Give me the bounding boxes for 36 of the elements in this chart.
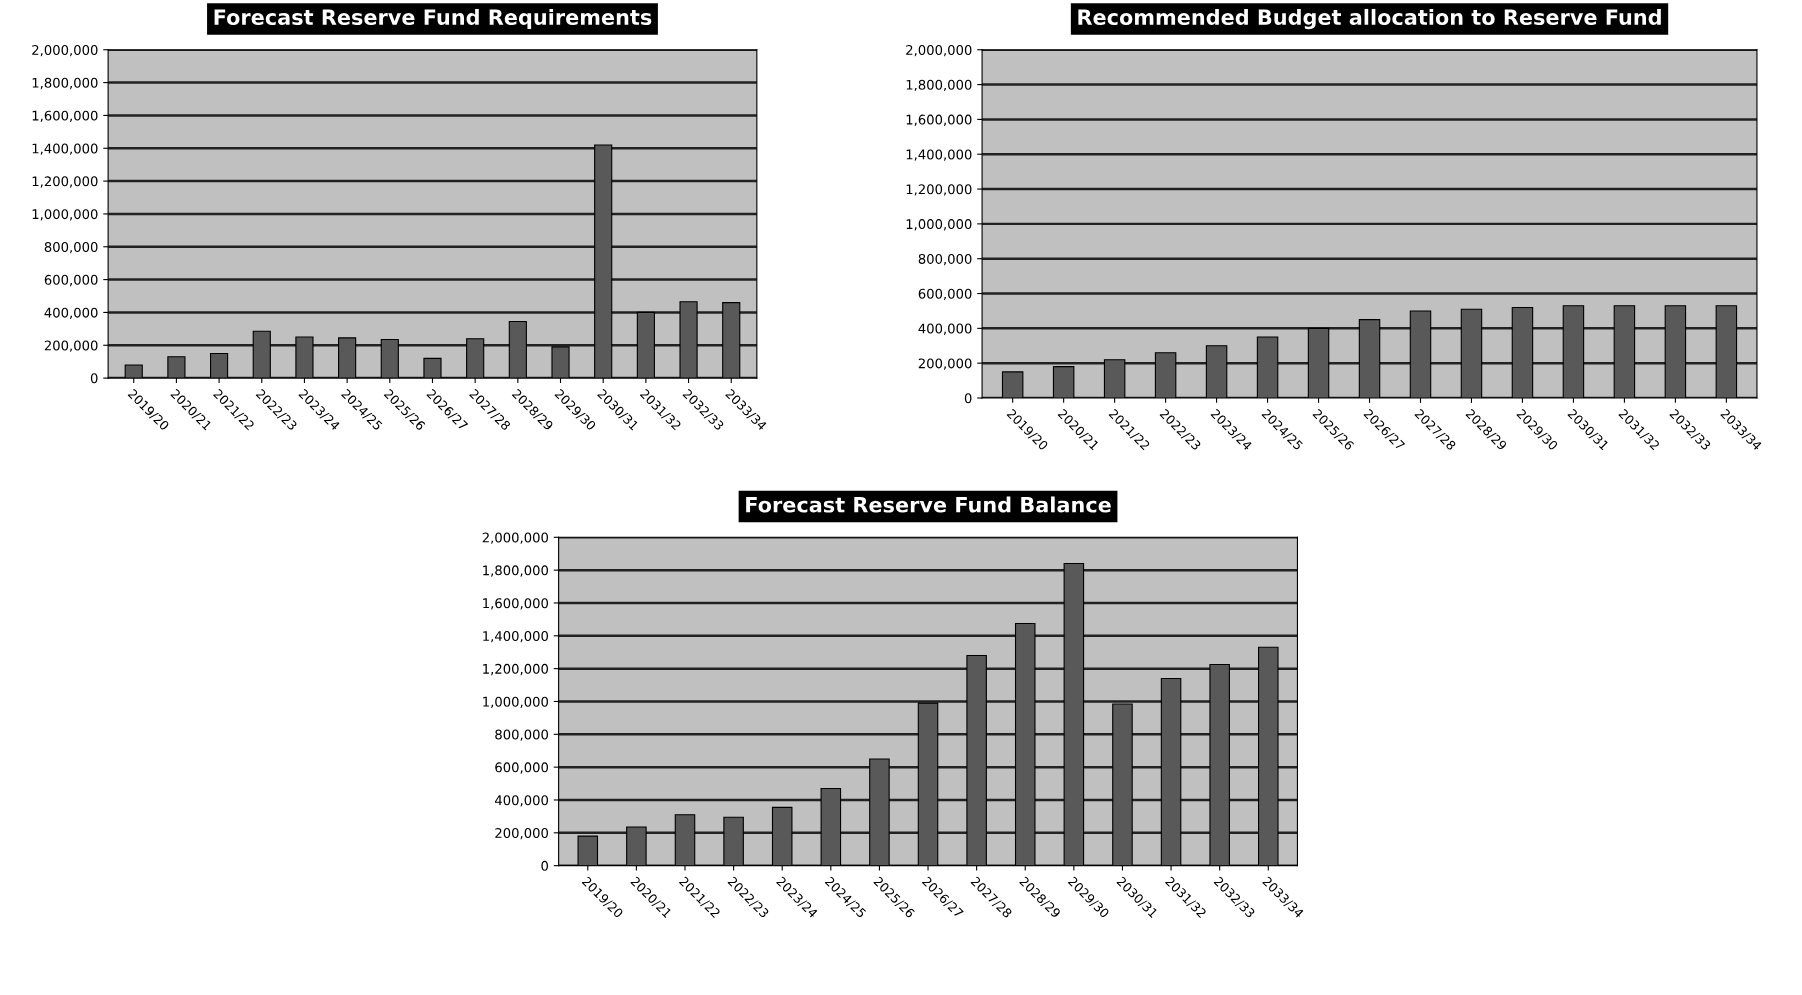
y-tick-label: 2,000,000 (906, 44, 972, 57)
y-tick-label: 600,000 (918, 288, 972, 301)
y-tick-label: 600,000 (44, 274, 98, 287)
chart-title: Forecast Reserve Fund Balance (746, 496, 1111, 513)
y-tick-label: 1,800,000 (906, 79, 972, 92)
y-tick-label: 800,000 (44, 241, 98, 254)
y-tick-label: 400,000 (918, 323, 972, 335)
y-tick-label: 2,000,000 (32, 44, 98, 57)
y-tick-label: 1,800,000 (32, 77, 98, 90)
y-tick-label: 800,000 (918, 253, 972, 266)
y-tick-label: 200,000 (918, 358, 972, 370)
y-tick-label: 0 (964, 393, 972, 404)
chart-title: Recommended Budget allocation to Reserve Fund (1078, 8, 1661, 30)
y-tick-label: 0 (90, 373, 98, 384)
y-tick-label: 200,000 (44, 340, 98, 352)
y-tick-label: 1,600,000 (32, 110, 98, 122)
y-tick-label: 1,200,000 (32, 176, 98, 188)
chart-title: Forecast Reserve Fund Requirements (214, 8, 652, 30)
y-tick-label: 1,600,000 (906, 114, 972, 126)
y-tick-label: 0 (541, 860, 549, 871)
y-tick-label: 1,000,000 (32, 209, 98, 221)
y-tick-label: 1,600,000 (483, 598, 549, 610)
y-tick-label: 1,200,000 (906, 184, 972, 196)
y-tick-label: 1,400,000 (32, 143, 98, 155)
y-tick-label: 2,000,000 (482, 532, 549, 544)
y-tick-label: 1,000,000 (483, 696, 549, 709)
y-tick-label: 400,000 (44, 307, 98, 319)
y-tick-label: 800,000 (495, 729, 549, 741)
y-tick-label: 200,000 (495, 828, 549, 840)
y-tick-label: 1,200,000 (483, 663, 549, 676)
y-tick-label: 1,400,000 (483, 631, 549, 643)
y-tick-label: 600,000 (495, 762, 549, 774)
y-tick-label: 1,000,000 (906, 219, 972, 231)
y-tick-label: 400,000 (494, 795, 549, 807)
y-tick-label: 1,800,000 (483, 565, 549, 577)
y-tick-label: 1,400,000 (906, 149, 972, 161)
